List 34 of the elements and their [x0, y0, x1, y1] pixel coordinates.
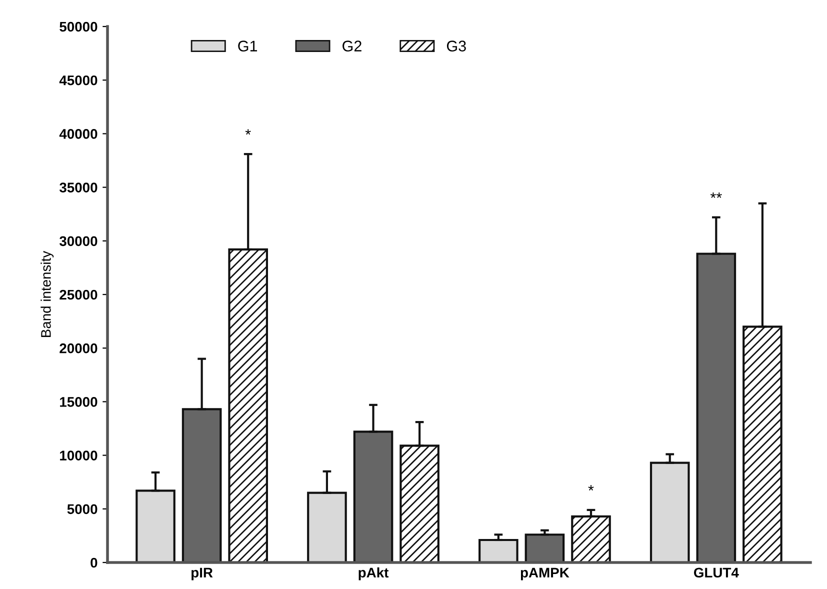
y-tick-label: 40000 [59, 129, 98, 139]
y-tick-label: 0 [90, 558, 98, 568]
bar [478, 538, 518, 562]
y-tick-label: 10000 [60, 450, 98, 460]
bar [353, 430, 394, 562]
bar [228, 248, 268, 562]
annotation: * [588, 485, 594, 491]
bar [696, 252, 736, 562]
bar [136, 490, 176, 562]
x-tick-label: pAMPK [520, 568, 570, 580]
bar [307, 492, 347, 562]
x-tick-label: pAkt [358, 567, 389, 580]
bar [524, 534, 565, 562]
y-tick-label: 35000 [59, 182, 98, 192]
y-tick-label: 5000 [67, 504, 98, 514]
legend-label: G3 [446, 40, 466, 52]
annotation: * [245, 129, 251, 135]
x-tick-label: GLUT4 [694, 568, 739, 578]
bar [400, 444, 440, 562]
bar [182, 408, 222, 562]
legend-label: G1 [238, 40, 258, 52]
y-tick-label: 20000 [60, 343, 98, 354]
bar [571, 515, 611, 562]
y-tick-label: 30000 [59, 236, 98, 246]
annotation: ** [710, 192, 722, 198]
bar [742, 326, 782, 562]
y-tick-label: 25000 [60, 290, 98, 300]
y-tick-label: 45000 [59, 75, 98, 86]
legend-label: G2 [342, 40, 362, 52]
bar [650, 462, 690, 562]
x-tick-label: pIR [192, 568, 213, 580]
y-axis-title: Band intensity [40, 250, 54, 337]
y-tick-label: 50000 [60, 22, 98, 32]
y-tick-label: 15000 [60, 397, 98, 407]
